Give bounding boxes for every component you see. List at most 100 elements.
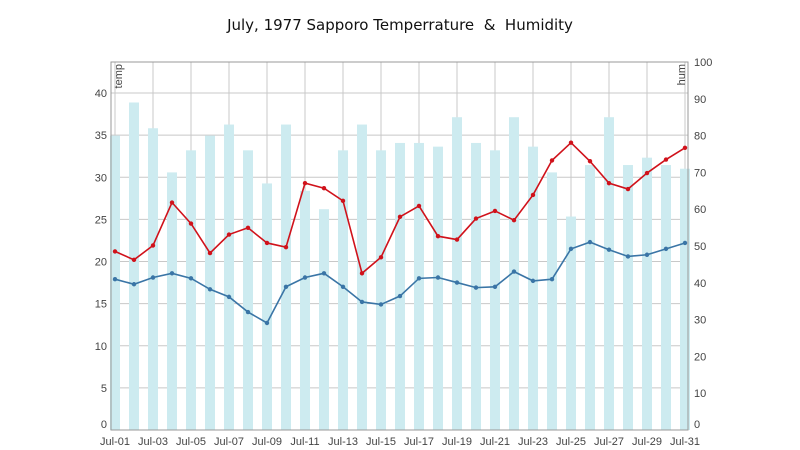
left-tick-label: 10	[95, 341, 107, 353]
min-temp-point	[131, 282, 137, 287]
max-temp-point	[511, 218, 517, 223]
max-temp-point	[568, 140, 574, 145]
min-temp-point	[606, 247, 612, 252]
humidity-bar	[566, 216, 576, 430]
max-temp-point	[606, 180, 612, 186]
min-temp-point	[378, 302, 384, 307]
max-temp-point	[340, 198, 346, 204]
min-temp-point	[549, 276, 555, 282]
humidity-bar	[585, 165, 595, 431]
chart-title: July, 1977 Sapporo Temperrature & Humidi…	[227, 16, 573, 34]
max-temp-point	[454, 237, 460, 242]
right-tick-label: 10	[694, 388, 706, 400]
max-temp-point	[682, 145, 688, 150]
min-temp-point	[644, 252, 650, 257]
min-temp-point	[226, 294, 232, 300]
humidity-bar	[528, 146, 538, 430]
max-temp-point	[283, 244, 289, 250]
humidity-bar	[110, 135, 120, 430]
min-temp-point	[473, 285, 479, 290]
humidity-bar	[167, 172, 177, 430]
left-tick-label: 5	[101, 383, 107, 395]
right-tick-label: 90	[694, 94, 706, 106]
max-temp-point	[150, 243, 156, 248]
humidity-bar	[661, 165, 671, 431]
min-temp-point	[587, 239, 593, 245]
max-temp-point	[644, 170, 650, 176]
x-tick-label: Jul-07	[214, 436, 244, 448]
x-tick-label: Jul-03	[138, 436, 168, 448]
right-tick-label: 0	[694, 419, 700, 431]
max-temp-point	[112, 249, 118, 254]
x-tick-label: Jul-27	[594, 436, 624, 448]
humidity-bar	[490, 150, 500, 430]
humidity-bar	[642, 157, 652, 430]
x-tick-label: Jul-01	[100, 436, 130, 448]
right-tick-label: 20	[694, 351, 706, 363]
humidity-bar	[243, 150, 253, 430]
max-temp-point	[321, 186, 327, 191]
humidity-bar	[186, 150, 196, 430]
max-temp-point	[359, 271, 365, 276]
x-tick-label: Jul-11	[290, 436, 319, 448]
x-tick-label: Jul-15	[366, 436, 396, 448]
x-tick-label: Jul-17	[404, 436, 434, 448]
min-temp-point	[340, 284, 346, 289]
min-temp-point	[302, 275, 308, 280]
humidity-bar	[414, 142, 424, 430]
min-temp-point	[416, 276, 422, 281]
humidity-bar	[623, 165, 633, 431]
left-tick-label: 15	[95, 299, 107, 311]
plot-frame	[110, 61, 689, 431]
min-temp-point	[150, 275, 156, 280]
max-temp-point	[207, 250, 213, 256]
humidity-bar	[376, 150, 386, 430]
humidity-bar	[604, 117, 614, 430]
max-temp-point	[625, 186, 631, 192]
max-temp-point	[131, 257, 137, 263]
right-tick-label: 80	[694, 131, 706, 143]
right-tick-label: 40	[694, 278, 706, 290]
humidity-bar	[357, 124, 367, 430]
max-temp-point	[169, 200, 175, 205]
min-temp-point	[663, 246, 669, 252]
x-tick-label: Jul-19	[442, 436, 472, 448]
x-tick-label: Jul-13	[328, 436, 358, 448]
x-tick-label: Jul-31	[670, 436, 700, 448]
min-temp-point	[283, 284, 289, 289]
min-temp-point	[112, 276, 118, 282]
max-temp-point	[302, 180, 308, 186]
left-tick-label: 35	[95, 130, 107, 142]
humidity-bar	[300, 190, 310, 430]
left-tick-label: 0	[101, 419, 107, 431]
left-tick-label: 25	[95, 214, 107, 226]
min-temp-point	[511, 269, 517, 274]
min-temp-point	[682, 240, 688, 246]
min-temp-point	[169, 271, 175, 276]
min-temp-point	[188, 276, 194, 281]
left-axis-label: temp	[113, 64, 125, 88]
humidity-bar	[433, 146, 443, 430]
x-tick-label: Jul-05	[176, 436, 206, 448]
max-temp-point	[530, 192, 536, 198]
right-tick-label: 70	[694, 167, 706, 179]
min-temp-point	[492, 284, 498, 289]
x-tick-label: Jul-21	[480, 436, 510, 448]
humidity-bar	[319, 209, 329, 430]
max-temp-point	[245, 225, 251, 230]
max-temp-point	[264, 240, 270, 246]
max-temp-point	[663, 157, 669, 162]
x-tick-label: Jul-29	[632, 436, 662, 448]
humidity-bar	[395, 142, 405, 430]
humidity-bar	[452, 117, 462, 430]
min-temp-point	[397, 293, 403, 299]
min-temp-point	[625, 254, 631, 259]
right-tick-label: 60	[694, 204, 706, 216]
min-temp-point	[207, 287, 213, 292]
humidity-bar	[281, 124, 291, 430]
right-tick-label: 100	[694, 57, 712, 69]
min-temp-point	[530, 278, 536, 284]
max-temp-point	[587, 159, 593, 164]
humidity-bar	[224, 124, 234, 430]
humidity-bar	[205, 135, 215, 430]
